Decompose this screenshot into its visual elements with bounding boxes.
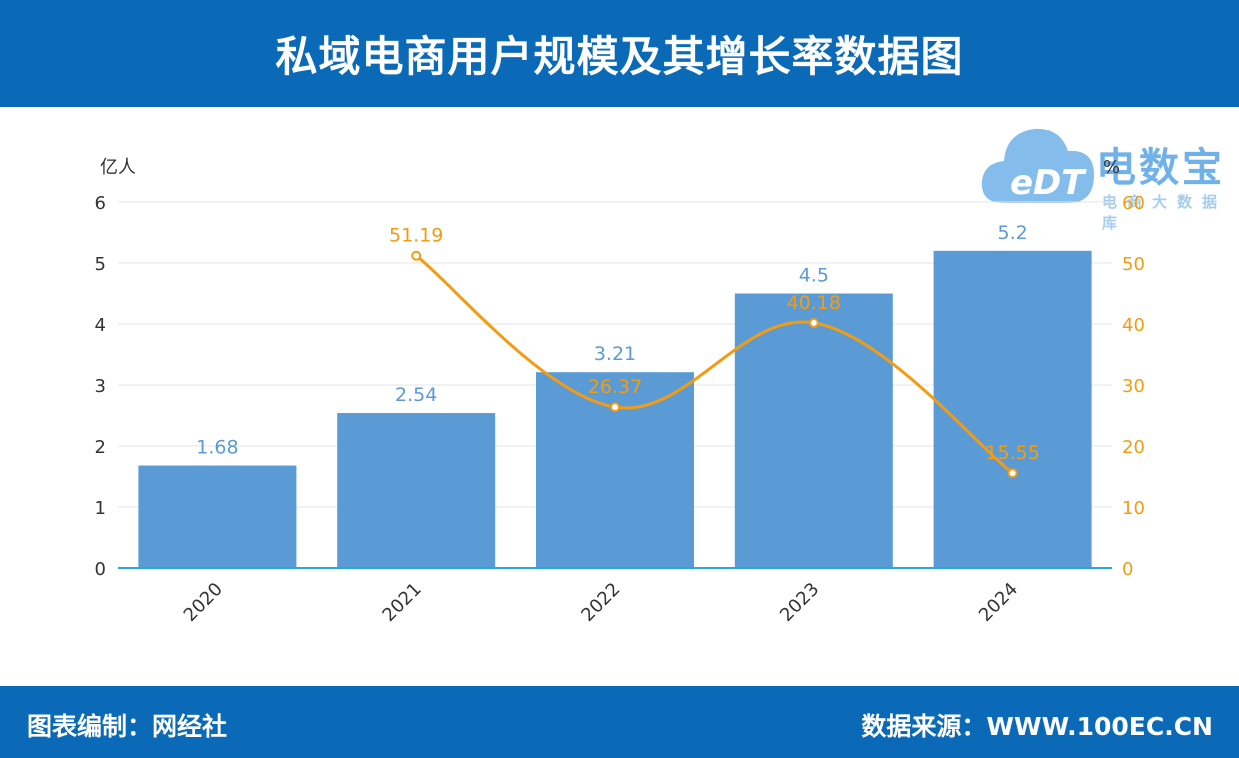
x-tick-label: 2021 <box>378 579 425 626</box>
y-left-tick-label: 0 <box>95 559 106 580</box>
footer-source: 数据来源：WWW.100EC.CN <box>861 712 1213 741</box>
footer-banner: 图表编制：网经社 数据来源：WWW.100EC.CN <box>0 686 1239 758</box>
y-right-tick-label: 40 <box>1122 315 1145 336</box>
line-value-label: 15.55 <box>985 442 1039 464</box>
footer-compiler: 图表编制：网经社 <box>27 712 228 741</box>
line-point <box>808 317 819 328</box>
y-right-tick-label: 10 <box>1122 498 1145 519</box>
title-banner: 私域电商用户规模及其增长率数据图 <box>0 0 1239 107</box>
bar <box>536 372 694 568</box>
y-right-unit: % <box>1103 157 1120 178</box>
y-right-tick-label: 30 <box>1122 376 1145 397</box>
y-left-tick-label: 4 <box>95 315 106 336</box>
chart-title: 私域电商用户规模及其增长率数据图 <box>275 32 964 81</box>
line-point <box>610 402 620 413</box>
line-point <box>1007 468 1018 479</box>
growth-rate-line <box>415 254 1014 475</box>
line-value-label: 26.37 <box>588 376 642 398</box>
y-left-tick-label: 3 <box>95 376 106 397</box>
watermark-title: 电数宝 <box>1096 145 1225 191</box>
x-tick-label: 2022 <box>577 579 624 626</box>
bar-value-label: 5.2 <box>997 222 1027 244</box>
watermark-logo-text: eDT <box>1010 163 1085 203</box>
bar <box>933 250 1092 569</box>
bar <box>337 413 496 568</box>
cloud-logo-icon <box>981 128 1094 203</box>
line-value-label: 40.18 <box>787 292 841 314</box>
watermark: eDT 电数宝 电商大数据库 <box>976 115 1236 232</box>
bar-value-label: 1.68 <box>196 437 238 459</box>
watermark-subtitle: 电商大数据库 <box>1102 193 1228 232</box>
y-right-tick-label: 50 <box>1122 254 1145 275</box>
y-left-tick-label: 1 <box>95 498 106 519</box>
line-value-label: 51.19 <box>389 225 443 247</box>
line-point <box>411 250 422 261</box>
bar-value-label: 4.5 <box>799 265 829 287</box>
bar-value-label: 3.21 <box>594 343 636 365</box>
y-right-tick-label: 0 <box>1122 559 1133 580</box>
y-left-tick-label: 2 <box>95 437 106 458</box>
y-left-tick-label: 5 <box>95 254 106 275</box>
x-tick-label: 2020 <box>180 579 227 626</box>
y-right-tick-label: 60 <box>1122 193 1145 214</box>
bar <box>734 293 893 568</box>
y-left-unit: 亿人 <box>100 157 136 178</box>
y-right-tick-label: 20 <box>1122 437 1145 458</box>
x-tick-label: 2024 <box>975 579 1022 626</box>
bar-value-label: 2.54 <box>395 384 437 406</box>
x-tick-label: 2023 <box>776 579 823 626</box>
bar <box>138 465 297 568</box>
y-left-tick-label: 6 <box>95 193 106 214</box>
combo-chart: 1.68 2.54 3.21 4.5 5.2 51.19 26.37 40.18 15.55 0… <box>95 157 1145 626</box>
